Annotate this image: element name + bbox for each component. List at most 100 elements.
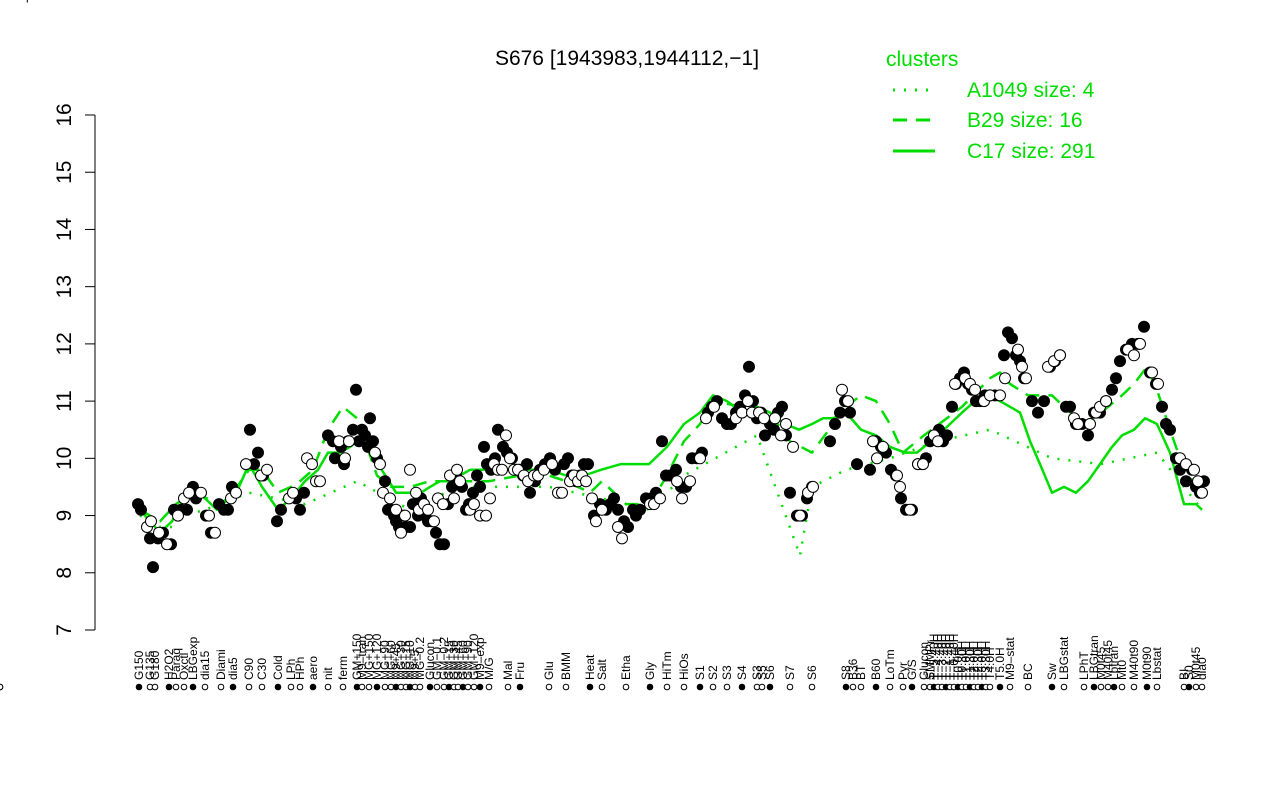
data-point xyxy=(894,480,906,493)
chart-title: S676 [1943983,1944112,−1] xyxy=(495,47,759,70)
data-point xyxy=(404,521,416,533)
x-tick-label: G180 xyxy=(148,650,162,680)
data-point xyxy=(399,509,411,522)
x-tick-dot xyxy=(723,683,731,691)
x-tick-label: MG+60 xyxy=(384,640,398,680)
x-tick-label: BI xyxy=(1177,669,1191,680)
x-tick-dot xyxy=(426,683,434,691)
data-point xyxy=(153,526,165,539)
data-point xyxy=(999,372,1011,385)
x-tick-label: GM+90 xyxy=(461,640,475,680)
x-tick-label: M0t45 xyxy=(1094,646,1108,680)
x-tick-label: S5 xyxy=(755,665,769,680)
data-point xyxy=(343,435,355,448)
x-tick-label: S6 xyxy=(805,665,819,680)
data-point xyxy=(339,452,351,465)
data-point xyxy=(314,475,326,488)
data-point xyxy=(784,486,796,499)
x-tick-dot xyxy=(986,683,994,691)
data-point xyxy=(287,486,299,499)
data-point xyxy=(1180,475,1192,488)
x-tick-label: Lbstat xyxy=(1150,647,1164,680)
data-point xyxy=(694,452,706,465)
x-tick-dot xyxy=(1090,683,1098,691)
y-tick-label: 15 xyxy=(53,161,76,184)
x-tick-dot xyxy=(808,683,816,691)
data-point xyxy=(367,435,379,448)
data-point xyxy=(1100,395,1112,408)
x-tick-dot xyxy=(476,683,484,691)
data-point xyxy=(877,440,889,453)
x-tick-label: T3.0H xyxy=(975,647,989,680)
x-tick-dot xyxy=(201,683,209,691)
x-tick-label: BMM xyxy=(559,652,573,680)
data-point xyxy=(824,435,836,448)
x-tick-label: M9–stat xyxy=(1003,637,1017,680)
x-tick-label: aero xyxy=(306,656,320,680)
data-point xyxy=(1026,395,1038,408)
y-tick-label: 10 xyxy=(53,447,76,470)
data-point xyxy=(596,503,608,516)
data-point xyxy=(794,509,806,522)
x-tick-dot xyxy=(545,683,553,691)
data-point xyxy=(395,526,407,539)
x-tick-label: GM−0.1 xyxy=(430,637,444,680)
data-point xyxy=(1146,366,1158,379)
data-point xyxy=(147,561,159,574)
data-point xyxy=(842,395,854,408)
x-tick-dot xyxy=(433,683,441,691)
data-point xyxy=(428,515,440,528)
data-point xyxy=(608,492,620,505)
data-point xyxy=(524,486,536,499)
x-tick-label: GM+60 xyxy=(456,640,470,680)
data-point xyxy=(474,480,486,493)
data-point xyxy=(181,503,193,516)
data-point xyxy=(1032,406,1044,419)
x-tick-label: GM+120 xyxy=(467,633,481,680)
x-tick-label: LBGexp xyxy=(186,636,200,680)
x-tick-dot xyxy=(646,683,654,691)
x-tick-dot xyxy=(339,683,347,691)
x-tick-dot xyxy=(758,683,766,691)
x-tick-label: T1.30H xyxy=(963,641,977,680)
x-tick-label: GM+15 xyxy=(442,640,456,680)
data-point xyxy=(895,492,907,505)
y-tick-label: 16 xyxy=(53,103,76,126)
x-tick-label: S3 xyxy=(750,665,764,680)
data-point xyxy=(1128,349,1140,362)
x-tick-label: B60 xyxy=(869,658,883,680)
data-point xyxy=(271,515,283,528)
x-tick-dot xyxy=(709,683,717,691)
data-point xyxy=(478,440,490,453)
x-tick-label: LBGstat xyxy=(1057,636,1071,680)
x-tick-label: T3.30H xyxy=(979,641,993,680)
data-point xyxy=(451,463,463,476)
x-tick-label: Lbexp xyxy=(0,0,33,3)
x-tick-dot xyxy=(1006,683,1014,691)
x-tick-label: MG+120 xyxy=(370,633,384,680)
data-point xyxy=(244,423,256,436)
x-tick-label: M40t90 xyxy=(1127,640,1141,680)
x-tick-label: C90 xyxy=(242,658,256,680)
data-point xyxy=(612,503,624,516)
data-point xyxy=(1156,400,1168,413)
x-tick-dot xyxy=(229,683,237,691)
x-tick-label: Glucon xyxy=(423,642,437,680)
data-point xyxy=(984,389,996,402)
x-tick-dot xyxy=(663,683,671,691)
data-point xyxy=(438,538,450,551)
data-point xyxy=(454,475,466,488)
y-tick-label: 12 xyxy=(53,332,76,355)
x-tick-dot xyxy=(996,683,1004,691)
x-tick-label: dia15 xyxy=(198,650,212,680)
data-point xyxy=(240,458,252,471)
data-point xyxy=(1164,423,1176,436)
data-point xyxy=(994,389,1006,402)
x-tick-label: LBGtran xyxy=(1087,635,1101,680)
data-point xyxy=(333,435,345,448)
data-point xyxy=(1020,372,1032,385)
data-point xyxy=(836,383,848,396)
x-tick-dot xyxy=(562,683,570,691)
data-point xyxy=(1152,377,1164,390)
data-point xyxy=(1188,463,1200,476)
